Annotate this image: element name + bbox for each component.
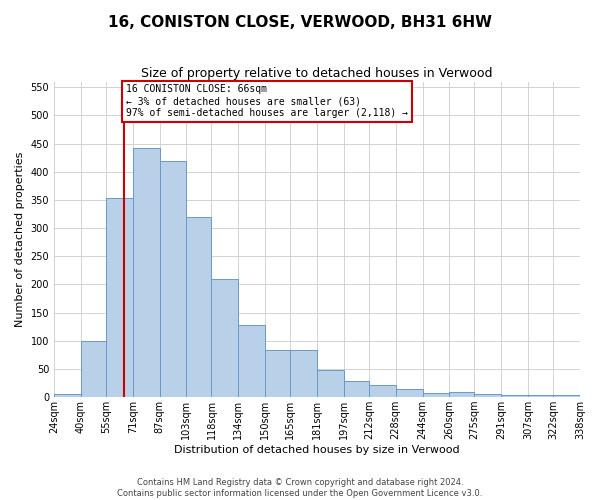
Bar (422, 392, 449, 397)
Bar (344, 382, 369, 397)
Text: 16 CONISTON CLOSE: 66sqm
← 3% of detached houses are smaller (63)
97% of semi-de: 16 CONISTON CLOSE: 66sqm ← 3% of detache… (126, 84, 408, 117)
Text: Contains HM Land Registry data © Crown copyright and database right 2024.
Contai: Contains HM Land Registry data © Crown c… (118, 478, 482, 498)
Bar (449, 392, 475, 397)
Bar (528, 396, 553, 397)
Title: Size of property relative to detached houses in Verwood: Size of property relative to detached ho… (141, 68, 493, 80)
Bar (290, 350, 317, 397)
Bar (54, 394, 81, 397)
Bar (396, 388, 422, 397)
Bar (317, 370, 344, 397)
Y-axis label: Number of detached properties: Number of detached properties (15, 152, 25, 327)
Bar (501, 396, 528, 397)
X-axis label: Distribution of detached houses by size in Verwood: Distribution of detached houses by size … (174, 445, 460, 455)
Bar (133, 148, 160, 397)
Bar (369, 385, 396, 397)
Bar (553, 396, 580, 397)
Bar (81, 341, 106, 397)
Bar (238, 325, 265, 397)
Bar (211, 279, 238, 397)
Bar (187, 217, 211, 397)
Bar (475, 394, 501, 397)
Bar (160, 160, 187, 397)
Text: 16, CONISTON CLOSE, VERWOOD, BH31 6HW: 16, CONISTON CLOSE, VERWOOD, BH31 6HW (108, 15, 492, 30)
Bar (265, 350, 290, 397)
Bar (106, 198, 133, 397)
